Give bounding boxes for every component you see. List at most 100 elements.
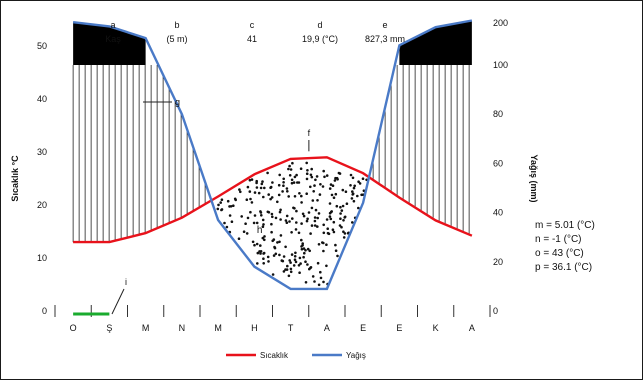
stipple-dot [276, 241, 279, 244]
stipple-dot [334, 243, 337, 247]
stipple-dot [311, 275, 315, 278]
month-label: E [396, 323, 402, 333]
stipple-dot [225, 225, 229, 229]
month-label: K [433, 323, 439, 333]
stipple-dot [300, 194, 303, 198]
stipple-dot [351, 221, 354, 224]
stipple-dot [302, 214, 306, 218]
stipple-dot [290, 231, 293, 234]
stipple-dot [250, 201, 254, 204]
stipple-dot [313, 216, 317, 219]
month-label: N [179, 323, 186, 333]
stipple-dot [282, 184, 285, 187]
stipple-dot [256, 251, 260, 255]
stipple-dot [288, 164, 291, 168]
stipple-dot [316, 216, 320, 220]
annotation-i-leader [111, 288, 125, 315]
stipple-dot [317, 243, 321, 246]
right-tick-label: 0 [493, 306, 498, 316]
stipple-dot [339, 205, 342, 209]
stipple-dot [261, 236, 265, 240]
left-tick-label: 30 [37, 147, 47, 157]
stipple-dot [358, 182, 362, 185]
stipple-dot [328, 202, 332, 205]
stipple-dot [298, 192, 301, 195]
stipple-dot [289, 261, 292, 264]
stipple-dot [292, 264, 296, 267]
stipple-dot [315, 175, 319, 178]
stipple-dot [302, 255, 305, 259]
stipple-dot [286, 264, 289, 268]
stipple-dot [305, 219, 309, 223]
stipple-dot [219, 201, 222, 204]
stipple-dot [276, 200, 279, 204]
stipple-dot [263, 186, 266, 190]
stipple-dot [316, 199, 319, 202]
stipple-dot [249, 197, 252, 201]
stipple-dot [253, 191, 257, 194]
right-tick-label: 80 [493, 109, 503, 119]
stipple-dot [280, 259, 284, 262]
right-tick-label: 60 [493, 158, 503, 168]
stipple-dot [295, 173, 298, 177]
left-tick-label: 40 [37, 94, 47, 104]
stipple-dot [282, 270, 286, 273]
stipple-dot [313, 219, 317, 223]
stipple-dot [322, 231, 326, 235]
stipple-dot [361, 177, 365, 180]
stipple-dot [304, 281, 308, 284]
stipple-dot [266, 255, 270, 259]
header-value: 827,3 mm [365, 34, 405, 44]
stipple-dot [285, 214, 289, 218]
stipple-dot [326, 231, 330, 235]
axes [54, 305, 491, 317]
stipple-dot [287, 274, 291, 278]
stipple-dot [289, 267, 293, 271]
stipple-dot [262, 257, 265, 261]
stipple-dot [255, 242, 259, 246]
stipple-dot [282, 177, 286, 181]
header-value: 41 [247, 34, 257, 44]
stipple-dot [300, 201, 303, 204]
stipple-dot [294, 251, 297, 255]
stipple-dot [304, 249, 307, 252]
header-letter: a [110, 20, 115, 30]
stipple-dot [289, 168, 293, 171]
stipple-dot [322, 249, 325, 253]
stipple-dot [350, 197, 354, 200]
stipple-dot [318, 193, 322, 196]
side-note-p: p = 36.1 (°C) [535, 262, 593, 273]
stipple-dot [293, 195, 297, 198]
right-tick-label: 100 [493, 60, 508, 70]
stipple-dot [261, 218, 265, 222]
stipple-dot [285, 221, 289, 224]
stipple-dot [352, 199, 356, 203]
stipple-dot [271, 181, 274, 184]
excess-precipitation-fill [73, 20, 472, 65]
stipple-dot [306, 263, 309, 266]
right-axis-title: Yağış (mm) [529, 154, 539, 202]
stipple-dot [341, 204, 345, 208]
stipple-dot [246, 185, 250, 189]
stipple-dot [297, 264, 301, 267]
stipple-dot [287, 167, 290, 171]
stipple-dot [272, 254, 276, 257]
stipple-dot [262, 252, 265, 255]
stipple-dot [255, 186, 259, 189]
stipple-dot [262, 262, 266, 265]
stipple-dot [356, 194, 359, 198]
stipple-dot [326, 227, 330, 230]
stipple-dot [234, 198, 237, 202]
stipple-dot [325, 243, 328, 246]
stipple-dot [242, 230, 246, 233]
stipple-dot [253, 214, 257, 217]
stipple-dot [337, 171, 341, 175]
stipple-dot [316, 225, 319, 228]
month-label: M [214, 323, 222, 333]
month-label: M [142, 323, 150, 333]
stipple-dot [317, 283, 321, 287]
stipple-dot [349, 173, 353, 177]
stipple-dot [334, 249, 338, 252]
stipple-dot [259, 252, 262, 255]
stipple-dot [239, 190, 242, 194]
